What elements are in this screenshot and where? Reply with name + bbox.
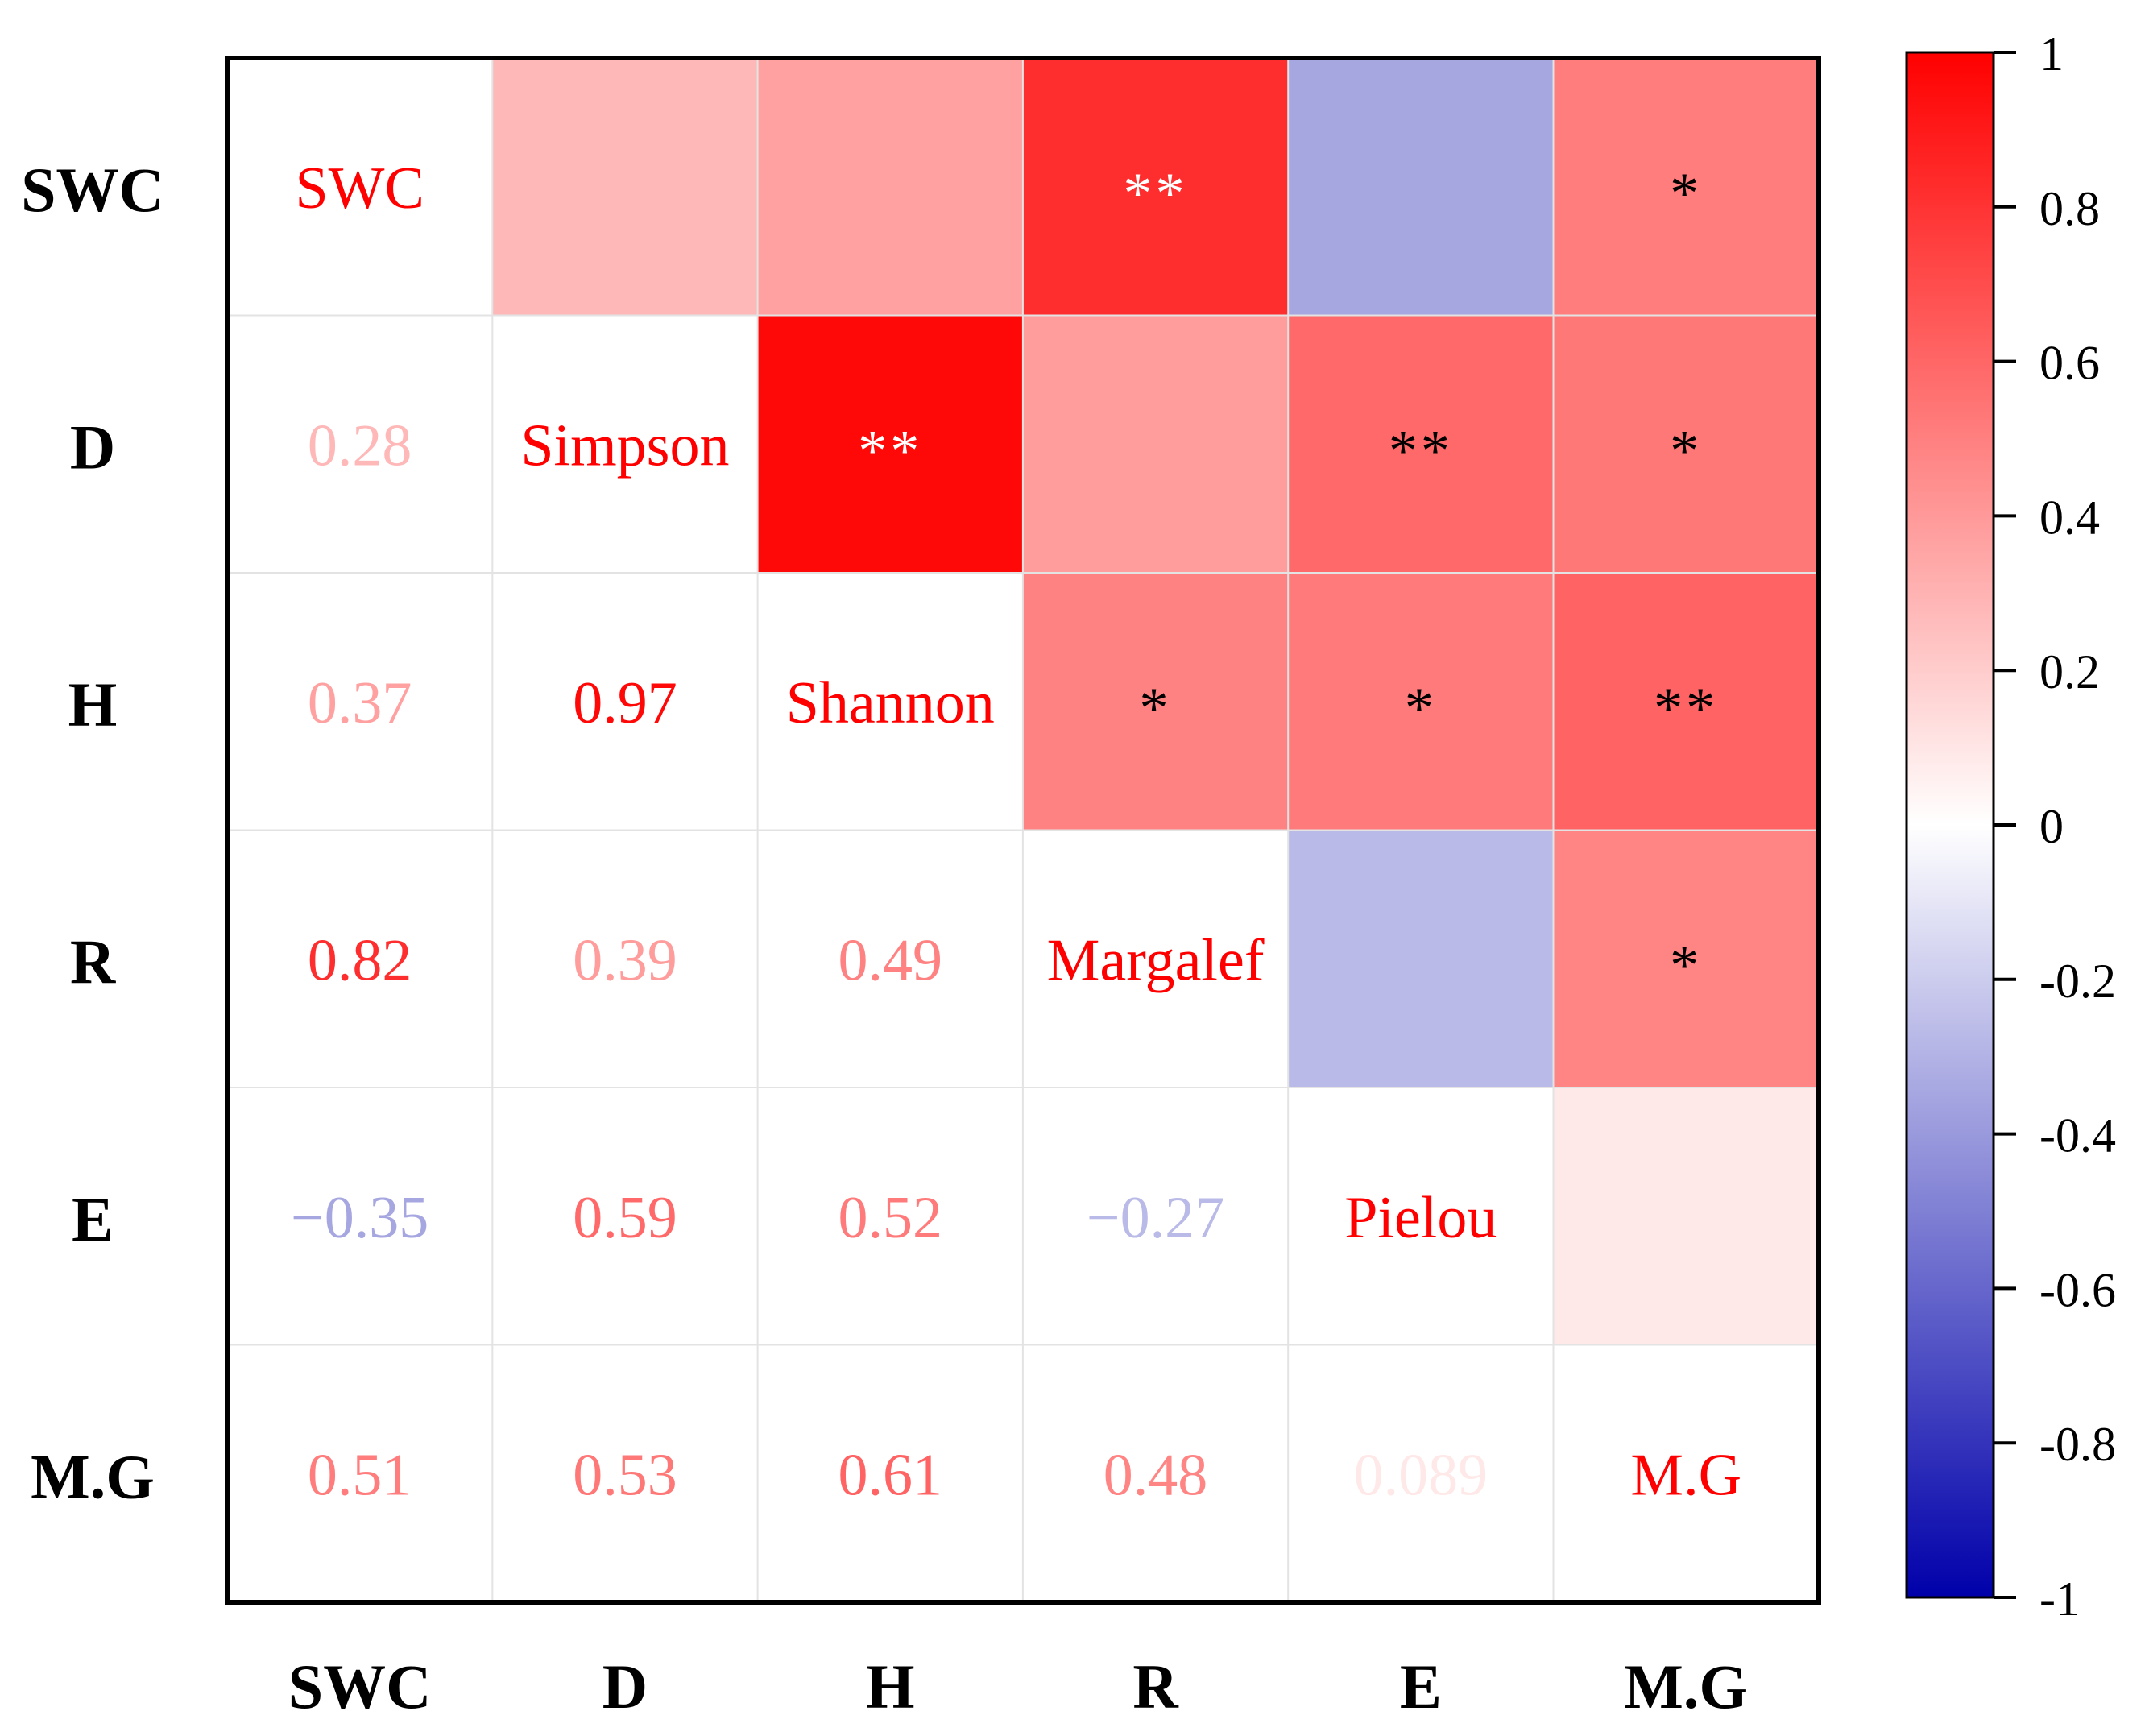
significance-mark: **: [1389, 418, 1453, 483]
diagonal-label: M.G: [1630, 1442, 1741, 1508]
significance-mark: *: [1670, 933, 1702, 997]
correlation-value: 0.49: [838, 927, 943, 993]
correlation-value: 0.48: [1103, 1442, 1208, 1508]
heatmap-cell-R-M.G: [1553, 830, 1820, 1088]
correlation-value: 0.52: [838, 1185, 943, 1251]
correlation-value: 0.39: [573, 927, 677, 993]
colorbar-tick-label: 0.4: [2039, 491, 2100, 544]
y-tick-label: H: [68, 669, 118, 740]
significance-mark: **: [1654, 676, 1718, 740]
heatmap-cell-D-E: [1288, 315, 1555, 574]
significance-mark: *: [1140, 676, 1172, 740]
y-tick-label: SWC: [21, 155, 164, 225]
x-tick-label: E: [1400, 1651, 1442, 1721]
correlation-value: −0.27: [1087, 1185, 1224, 1251]
colorbar-tick-label: 0: [2039, 800, 2064, 853]
colorbar-tick-label: 1: [2039, 27, 2064, 81]
heatmap-grid: [227, 58, 1819, 1602]
diagonal-label: Margalef: [1047, 927, 1265, 993]
correlation-value: 0.28: [308, 412, 412, 479]
correlation-value: 0.97: [573, 670, 677, 736]
correlation-value: 0.089: [1354, 1442, 1489, 1508]
x-tick-label: SWC: [288, 1651, 432, 1721]
colorbar-tick-label: 0.6: [2039, 337, 2100, 390]
colorbar-tick-label: -0.6: [2039, 1263, 2116, 1316]
heatmap-cell-H-R: [1022, 573, 1289, 831]
y-tick-label: M.G: [31, 1441, 155, 1511]
heatmap-cell-SWC-M.G: [1553, 58, 1820, 317]
x-tick-label: D: [602, 1651, 648, 1721]
correlation-value: 0.37: [308, 670, 412, 736]
colorbar-tick-label: 0.2: [2039, 645, 2100, 698]
heatmap-texts: SWC ** *0.28 Simpson ** ** *0.37 0.97 Shannon * * *…: [291, 155, 1741, 1509]
heatmap-cell-D-H: [757, 315, 1024, 574]
significance-mark: *: [1670, 161, 1702, 226]
heatmap-cell-SWC-D: [492, 58, 759, 317]
diagonal-label: Simpson: [520, 412, 729, 479]
heatmap-cell-SWC-R: [1022, 58, 1289, 317]
colorbar-tick-label: -0.2: [2039, 955, 2116, 1008]
heatmap-cell-H-E: [1288, 573, 1555, 831]
correlation-value: 0.51: [308, 1442, 412, 1508]
colorbar-tick-label: -0.8: [2039, 1418, 2116, 1471]
heatmap-cell-D-R: [1022, 315, 1289, 574]
heatmap-cell-SWC-H: [757, 58, 1024, 317]
heatmap-cells: [492, 58, 1820, 1346]
significance-mark: *: [1670, 418, 1702, 483]
x-tick-label: R: [1132, 1651, 1179, 1721]
heatmap-cell-D-M.G: [1553, 315, 1820, 574]
heatmap-cell-R-E: [1288, 830, 1555, 1088]
x-tick-label: H: [866, 1651, 915, 1721]
correlation-value: 0.59: [573, 1185, 677, 1251]
y-tick-label: R: [70, 926, 117, 996]
significance-mark: **: [858, 418, 922, 483]
y-tick-label: E: [72, 1184, 114, 1254]
colorbar-tick-label: 0.8: [2039, 182, 2100, 235]
colorbar-tick-label: -1: [2039, 1572, 2080, 1626]
correlation-value: 0.82: [308, 927, 412, 993]
significance-mark: *: [1405, 676, 1437, 740]
correlation-value: 0.53: [573, 1442, 677, 1508]
correlation-value: −0.35: [291, 1185, 429, 1251]
diagonal-label: Pielou: [1344, 1185, 1497, 1251]
heatmap-cell-E-M.G: [1553, 1088, 1820, 1346]
correlation-value: 0.61: [838, 1442, 943, 1508]
y-tick-label: D: [70, 412, 115, 482]
colorbar: [1905, 51, 1995, 1599]
heatmap-cell-H-M.G: [1553, 573, 1820, 831]
diagonal-label: SWC: [295, 155, 424, 222]
colorbar-tick-label: -0.4: [2039, 1109, 2116, 1162]
diagonal-label: Shannon: [786, 670, 995, 736]
colorbar-axis: 1 0.8 0.6 0.4 0.2 0 -0.2 -0.4 -0.6 -0.8 -1: [1994, 27, 2116, 1626]
significance-mark: **: [1124, 161, 1188, 226]
heatmap-cell-SWC-E: [1288, 58, 1555, 317]
plot-frame: [225, 56, 1821, 1605]
axis-labels: SWC D H R E M.G SWC D H R E M.G: [21, 155, 1748, 1721]
x-tick-label: M.G: [1624, 1651, 1748, 1721]
